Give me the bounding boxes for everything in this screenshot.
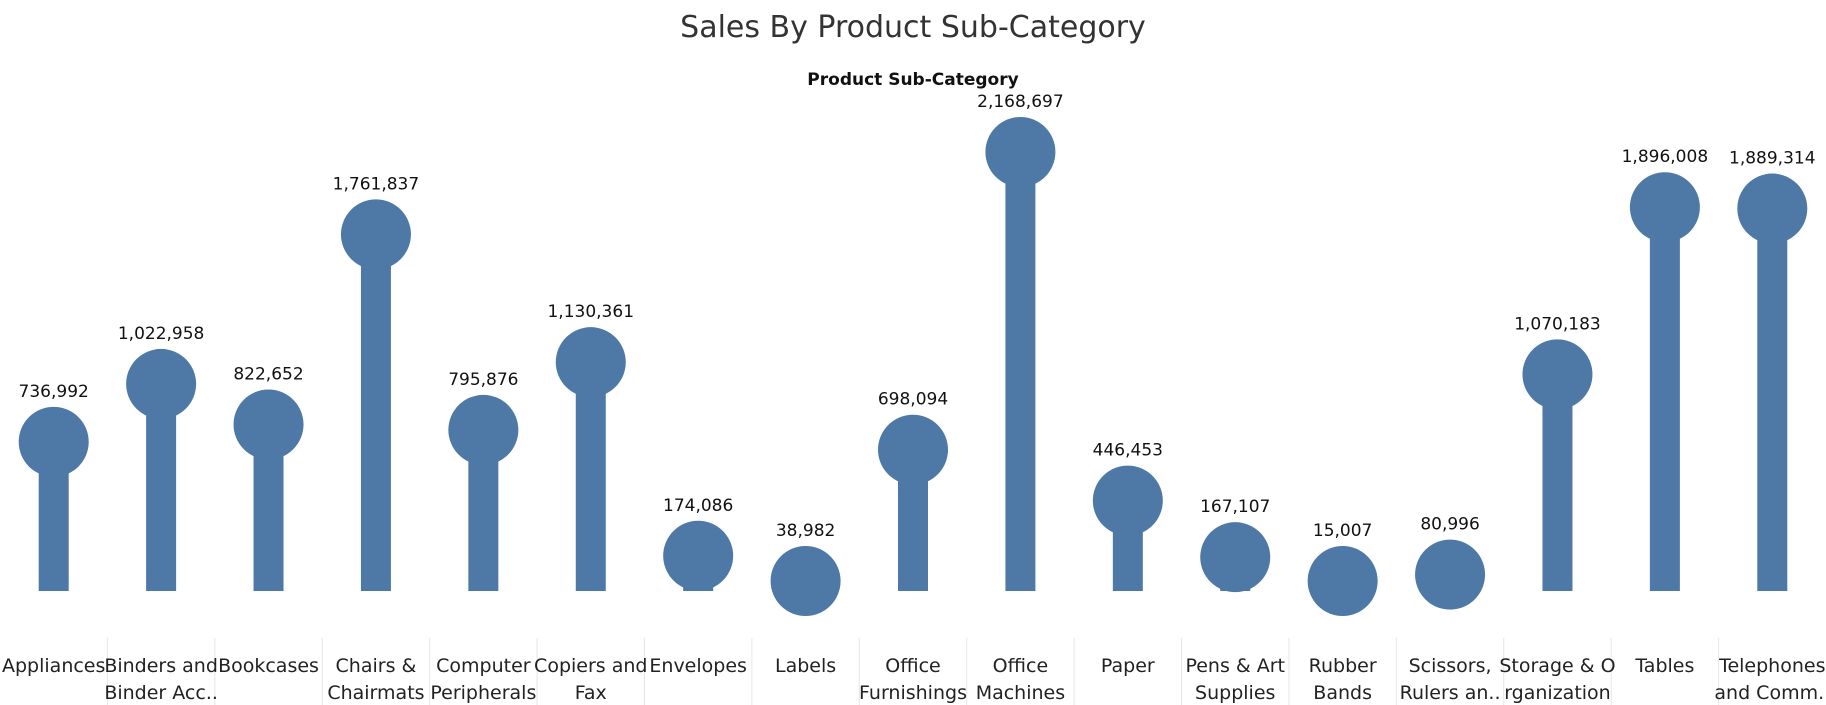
lollipop-head <box>1092 465 1163 536</box>
value-label: 446,453 <box>1093 441 1163 461</box>
category-label: Copiers and <box>534 655 647 677</box>
category-separators <box>106 638 1720 705</box>
category-label: Tables <box>1634 655 1694 677</box>
value-label: 698,094 <box>878 390 948 410</box>
lollipop-head <box>1629 172 1700 243</box>
category-label: Envelopes <box>649 655 747 677</box>
category-label: Furnishings <box>859 682 967 704</box>
value-label: 1,761,837 <box>333 174 420 194</box>
category-label: Peripherals <box>430 682 536 704</box>
value-label: 1,130,361 <box>547 302 634 322</box>
lollipop-head <box>878 414 948 485</box>
chart-marks: 736,992 1,022,958 822,652 1,761,837 795,876 1… <box>19 92 1816 616</box>
value-label: 15,007 <box>1313 521 1372 541</box>
category-label: Binder Acc.. <box>104 682 218 704</box>
category-label: Office <box>993 655 1048 677</box>
category-label: Bookcases <box>218 655 319 677</box>
lollipop-head <box>18 406 89 477</box>
chart-title: Sales By Product Sub-Category <box>680 10 1146 45</box>
lollipop-stem <box>1757 208 1788 591</box>
lollipop-stem <box>575 362 606 591</box>
lollipop-head <box>770 546 841 616</box>
value-label: 795,876 <box>448 370 518 390</box>
category-label: Storage & O <box>1499 655 1615 677</box>
lollipop-head <box>1737 173 1808 244</box>
category-label: Rulers an.. <box>1400 682 1501 704</box>
value-label: 1,070,183 <box>1514 314 1601 334</box>
lollipop-head <box>1307 546 1378 616</box>
lollipop-head <box>663 520 734 591</box>
category-label: Rubber <box>1309 655 1377 677</box>
category-label: Office <box>885 655 940 677</box>
category-label: Paper <box>1101 655 1155 677</box>
value-label: 38,982 <box>776 521 835 541</box>
category-label: Labels <box>775 655 836 677</box>
value-label: 1,889,314 <box>1729 149 1816 169</box>
lollipop-head <box>1415 539 1486 610</box>
category-label: Chairmats <box>327 682 424 704</box>
value-label: 174,086 <box>663 496 733 516</box>
lollipop-head <box>233 389 304 460</box>
lollipop-head <box>1200 522 1271 593</box>
category-label: Binders and <box>104 655 218 677</box>
value-label: 167,107 <box>1200 497 1270 517</box>
lollipop-head <box>1522 339 1593 410</box>
category-label: Machines <box>976 682 1065 704</box>
category-label: Supplies <box>1195 682 1275 704</box>
category-label: Telephones <box>1718 655 1825 677</box>
category-label: Chairs & <box>336 655 417 677</box>
category-label: Bands <box>1313 682 1372 704</box>
category-label: Computer <box>436 655 531 677</box>
lollipop-head <box>340 199 411 270</box>
category-label: and Comm.. <box>1714 682 1826 704</box>
category-label: Fax <box>575 682 607 704</box>
lollipop-head <box>985 117 1056 187</box>
column-header-label: Product Sub-Category <box>807 70 1019 90</box>
category-label: Pens & Art <box>1185 655 1285 677</box>
lollipop-head <box>448 394 519 465</box>
category-label: Appliances <box>2 655 105 677</box>
value-label: 2,168,697 <box>977 92 1064 112</box>
lollipop-stem <box>360 234 391 591</box>
value-label: 1,022,958 <box>118 324 205 344</box>
lollipop-stem <box>1649 207 1680 591</box>
category-label: Scissors, <box>1409 655 1492 677</box>
value-label: 736,992 <box>19 382 89 402</box>
value-label: 80,996 <box>1420 515 1479 535</box>
lollipop-stem <box>1542 374 1573 591</box>
lollipop-head <box>126 348 197 419</box>
lollipop-head <box>555 327 626 398</box>
category-label: rganization <box>1504 682 1611 704</box>
value-label: 822,652 <box>233 364 303 384</box>
value-label: 1,896,008 <box>1622 147 1709 167</box>
lollipop-stem <box>1005 152 1036 591</box>
